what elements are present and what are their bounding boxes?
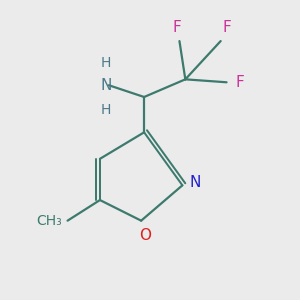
Text: H: H: [100, 56, 111, 70]
Text: N: N: [190, 175, 201, 190]
Text: O: O: [140, 228, 152, 243]
Text: N: N: [100, 78, 112, 93]
Text: F: F: [236, 75, 244, 90]
Text: H: H: [100, 103, 111, 117]
Text: CH₃: CH₃: [36, 214, 62, 228]
Text: F: F: [222, 20, 231, 35]
Text: F: F: [172, 20, 181, 35]
